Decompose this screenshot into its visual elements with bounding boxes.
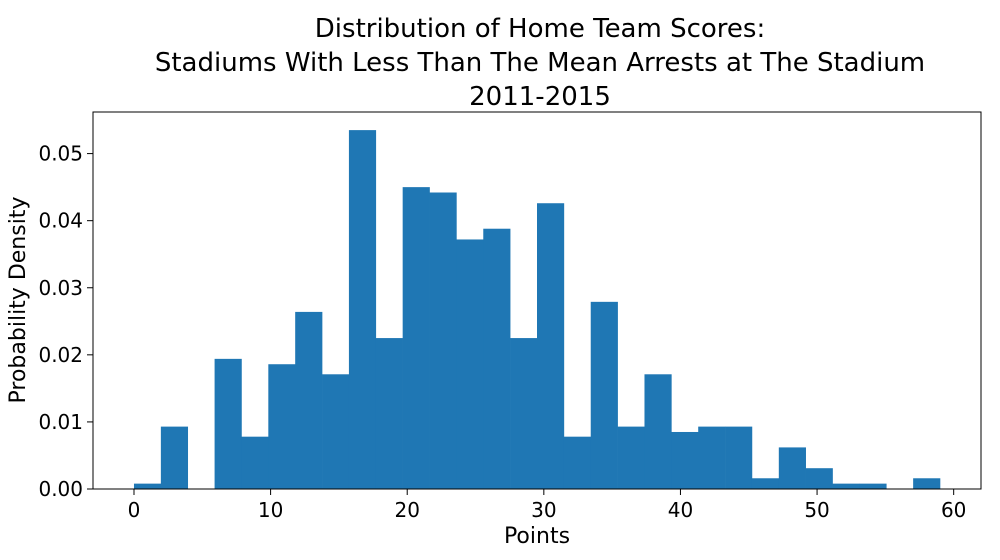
histogram-bar — [510, 338, 538, 489]
x-tick-label: 30 — [531, 498, 556, 522]
title-line-2: Stadiums With Less Than The Mean Arrests… — [155, 48, 925, 78]
histogram-bar — [832, 483, 860, 489]
y-axis-ticks: 0.00 0.01 0.02 0.03 0.04 0.05 — [38, 142, 93, 501]
histogram-bar — [214, 358, 242, 489]
histogram-bar — [483, 228, 511, 489]
histogram-bar — [375, 338, 403, 489]
histogram-bar — [778, 447, 806, 489]
histogram-bar — [402, 187, 430, 489]
plot-frame — [92, 111, 982, 490]
histogram-bar — [913, 478, 941, 489]
x-tick-label: 60 — [941, 498, 966, 522]
histogram-bar — [698, 426, 726, 489]
histogram-bar — [671, 431, 699, 489]
title-line-1: Distribution of Home Team Scores: — [315, 14, 765, 44]
x-tick-label: 50 — [804, 498, 829, 522]
histogram-bar — [537, 203, 565, 490]
histogram-bar — [859, 483, 887, 489]
x-tick-label: 0 — [128, 498, 141, 522]
histogram-bar — [617, 426, 645, 489]
histogram-bar — [751, 478, 780, 489]
histogram-bar — [644, 374, 672, 489]
histogram-bar — [295, 311, 323, 489]
y-tick-label: 0.03 — [38, 276, 83, 300]
y-axis-label: Probability Density — [6, 197, 31, 404]
histogram-bar — [268, 364, 296, 489]
histogram-bar — [160, 426, 189, 489]
histogram-bar — [322, 374, 350, 489]
y-tick-label: 0.01 — [38, 410, 83, 434]
x-tick-label: 20 — [394, 498, 419, 522]
y-tick-label: 0.00 — [38, 477, 83, 501]
x-tick-label: 10 — [258, 498, 283, 522]
x-tick-label: 40 — [668, 498, 693, 522]
chart-title: Distribution of Home Team Scores: Stadiu… — [155, 14, 925, 112]
histogram-bars — [133, 130, 941, 490]
histogram-bar — [805, 468, 833, 489]
histogram-bar — [590, 301, 618, 489]
histogram-bar — [725, 426, 753, 489]
histogram-bar — [133, 483, 162, 489]
histogram-bar — [456, 239, 484, 489]
histogram-bar — [348, 130, 377, 490]
y-tick-label: 0.05 — [38, 142, 83, 166]
x-axis-label: Points — [504, 524, 570, 549]
y-tick-label: 0.02 — [38, 343, 83, 367]
title-line-3: 2011-2015 — [469, 82, 611, 112]
histogram-bar — [563, 436, 592, 489]
y-tick-label: 0.04 — [38, 209, 83, 233]
histogram-bar — [429, 192, 457, 489]
x-axis-ticks: 0 10 20 30 40 50 60 — [128, 489, 966, 522]
histogram-bar — [241, 436, 269, 489]
